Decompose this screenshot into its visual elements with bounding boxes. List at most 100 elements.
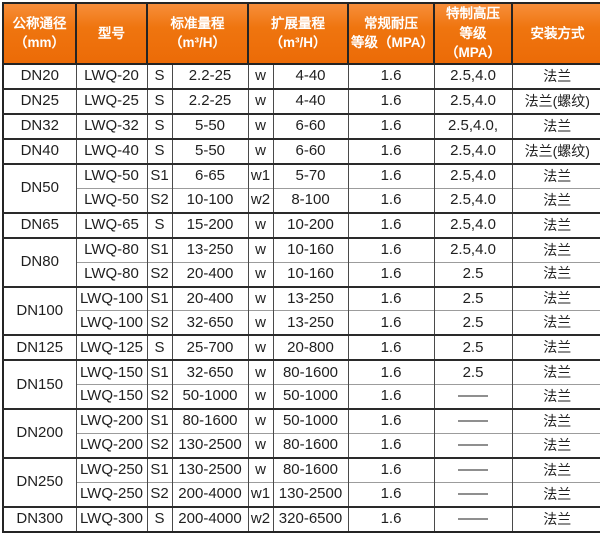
cell-extended-range-code: w bbox=[247, 87, 274, 114]
cell-install-method: 法兰 bbox=[511, 433, 600, 458]
cell-special-pressure: —— bbox=[433, 433, 513, 458]
cell-standard-range-code: S2 bbox=[146, 310, 173, 336]
cell-standard-range-code: S bbox=[146, 137, 173, 164]
cell-standard-range-code: S2 bbox=[146, 384, 173, 410]
cell-standard-range: 6-65 bbox=[171, 162, 249, 189]
cell-extended-range-code: w bbox=[247, 359, 274, 385]
cell-standard-range: 50-1000 bbox=[171, 384, 249, 410]
cell-special-pressure: 2.5,4.0 bbox=[433, 137, 513, 164]
table-row: DN40 LWQ-40 S 5-50 w 6-60 1.6 2.5,4.0 法兰(螺纹) bbox=[2, 137, 600, 164]
cell-standard-range: 20-400 bbox=[171, 261, 249, 287]
cell-model: LWQ-65 bbox=[75, 211, 148, 238]
cell-nominal-diameter: DN100 bbox=[2, 285, 77, 336]
cell-extended-range-code: w2 bbox=[247, 505, 274, 532]
cell-extended-range: 4-40 bbox=[272, 87, 349, 114]
cell-normal-pressure: 1.6 bbox=[347, 285, 435, 311]
spec-table-header: 公称通径 （mm） 型号 标准量程 （m³/H） 扩展量程 （m³/H） 常规耐… bbox=[2, 2, 600, 65]
cell-model: LWQ-250 bbox=[75, 456, 148, 483]
cell-standard-range: 32-650 bbox=[171, 310, 249, 336]
cell-install-method: 法兰 bbox=[511, 236, 600, 263]
cell-normal-pressure: 1.6 bbox=[347, 112, 435, 139]
cell-standard-range-code: S bbox=[146, 87, 173, 114]
cell-extended-range: 10-160 bbox=[272, 236, 349, 263]
cell-extended-range-code: w bbox=[247, 137, 274, 164]
cell-extended-range-code: w bbox=[247, 334, 274, 361]
cell-nominal-diameter: DN80 bbox=[2, 236, 77, 287]
cell-extended-range-code: w bbox=[247, 384, 274, 410]
cell-special-pressure: 2.5,4.0, bbox=[433, 112, 513, 139]
cell-extended-range: 10-160 bbox=[272, 261, 349, 287]
cell-nominal-diameter: DN65 bbox=[2, 211, 77, 238]
table-row: LWQ-200 S2 130-2500 w 80-1600 1.6 —— 法兰 bbox=[3, 433, 600, 458]
cell-install-method: 法兰 bbox=[511, 285, 600, 311]
cell-model: LWQ-200 bbox=[75, 408, 148, 434]
cell-model: LWQ-200 bbox=[75, 433, 148, 458]
spec-table-body: DN20 LWQ-20 S 2.2-25 w 4-40 1.6 2.5,4.0 法兰 DN25 LW… bbox=[2, 62, 600, 532]
cell-model: LWQ-40 bbox=[75, 137, 148, 164]
cell-special-pressure: 2.5,4.0 bbox=[433, 211, 513, 238]
header-install-method: 安装方式 bbox=[511, 2, 600, 65]
cell-standard-range-code: S1 bbox=[146, 359, 173, 385]
cell-standard-range-code: S bbox=[146, 334, 173, 361]
cell-normal-pressure: 1.6 bbox=[347, 236, 435, 263]
cell-nominal-diameter: DN250 bbox=[2, 456, 77, 507]
cell-model: LWQ-150 bbox=[75, 384, 148, 410]
cell-extended-range-code: w bbox=[247, 236, 274, 263]
table-row: DN65 LWQ-65 S 15-200 w 10-200 1.6 2.5,4.0 法兰 bbox=[2, 211, 600, 238]
cell-normal-pressure: 1.6 bbox=[347, 211, 435, 238]
cell-standard-range-code: S2 bbox=[146, 261, 173, 287]
header-model: 型号 bbox=[75, 2, 148, 65]
cell-model: LWQ-150 bbox=[75, 359, 148, 385]
cell-extended-range-code: w bbox=[247, 408, 274, 434]
cell-extended-range-code: w bbox=[247, 285, 274, 311]
cell-normal-pressure: 1.6 bbox=[347, 162, 435, 189]
cell-standard-range-code: S2 bbox=[146, 481, 173, 507]
cell-normal-pressure: 1.6 bbox=[347, 334, 435, 361]
cell-special-pressure: 2.5 bbox=[433, 359, 513, 385]
cell-extended-range-code: w bbox=[247, 62, 274, 89]
table-row: DN100 LWQ-100 S1 20-400 w 13-250 1.6 2.5 法兰 bbox=[2, 285, 600, 336]
header-normal-pressure: 常规耐压 等级（MPA） bbox=[347, 2, 435, 65]
cell-install-method: 法兰 bbox=[511, 359, 600, 385]
cell-standard-range: 200-4000 bbox=[171, 505, 249, 532]
cell-standard-range-code: S bbox=[146, 211, 173, 238]
cell-install-method: 法兰(螺纹) bbox=[511, 87, 600, 114]
cell-install-method: 法兰 bbox=[511, 384, 600, 410]
table-row: DN32 LWQ-32 S 5-50 w 6-60 1.6 2.5,4.0, 法兰 bbox=[2, 112, 600, 139]
table-row: DN300 LWQ-300 S 200-4000 w2 320-6500 1.6 —— 法兰 bbox=[2, 505, 600, 532]
cell-extended-range-code: w bbox=[247, 310, 274, 336]
cell-special-pressure: 2.5 bbox=[433, 285, 513, 311]
cell-model: LWQ-50 bbox=[75, 187, 148, 213]
cell-extended-range: 6-60 bbox=[272, 112, 349, 139]
header-standard-range: 标准量程 （m³/H） bbox=[146, 2, 249, 65]
cell-model: LWQ-20 bbox=[75, 62, 148, 89]
cell-extended-range-code: w bbox=[247, 211, 274, 238]
cell-install-method: 法兰 bbox=[511, 310, 600, 336]
header-nominal-diameter: 公称通径 （mm） bbox=[2, 2, 77, 65]
cell-standard-range: 5-50 bbox=[171, 112, 249, 139]
cell-install-method: 法兰 bbox=[511, 481, 600, 507]
table-row: DN200 LWQ-200 S1 80-1600 w 50-1000 1.6 —— 法兰 bbox=[2, 408, 600, 458]
cell-install-method: 法兰 bbox=[511, 162, 600, 189]
cell-extended-range: 130-2500 bbox=[272, 481, 349, 507]
cell-standard-range: 20-400 bbox=[171, 285, 249, 311]
cell-normal-pressure: 1.6 bbox=[347, 187, 435, 213]
cell-normal-pressure: 1.6 bbox=[347, 505, 435, 532]
cell-standard-range: 10-100 bbox=[171, 187, 249, 213]
cell-standard-range: 130-2500 bbox=[171, 456, 249, 483]
cell-special-pressure: 2.5,4.0 bbox=[433, 162, 513, 189]
cell-nominal-diameter: DN32 bbox=[2, 112, 77, 139]
cell-model: LWQ-100 bbox=[75, 285, 148, 311]
cell-extended-range-code: w1 bbox=[247, 162, 274, 189]
cell-extended-range: 50-1000 bbox=[272, 408, 349, 434]
cell-install-method: 法兰 bbox=[511, 505, 600, 532]
cell-standard-range-code: S bbox=[146, 112, 173, 139]
cell-install-method: 法兰(螺纹) bbox=[511, 137, 600, 164]
cell-extended-range-code: w bbox=[247, 433, 274, 458]
cell-install-method: 法兰 bbox=[511, 261, 600, 287]
cell-normal-pressure: 1.6 bbox=[347, 408, 435, 434]
cell-normal-pressure: 1.6 bbox=[347, 87, 435, 114]
cell-standard-range-code: S2 bbox=[146, 187, 173, 213]
cell-special-pressure: —— bbox=[433, 505, 513, 532]
